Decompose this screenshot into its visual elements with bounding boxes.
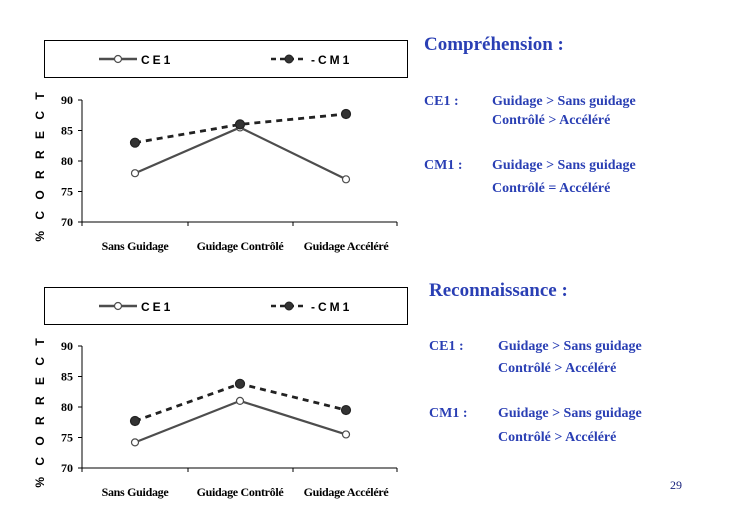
series-line-ce1 [134,399,347,444]
comprehension-ce1-label: CE1 : [424,94,459,109]
data-point-ce1 [341,430,351,439]
x-category-label: Guidage Contrôlé [197,239,285,253]
x-category-label: Sans Guidage [102,485,170,499]
comprehension-ce1-line1: Guidage > Sans guidage [492,94,636,109]
series-line-ce1 [134,126,347,181]
y-tick-label: 85 [61,370,73,384]
reconnaissance-ce1-line2: Contrôlé > Accéléré [498,361,617,376]
y-axis-label: % C O R R E C T [33,334,47,487]
y-axis-label: % C O R R E C T [33,88,47,241]
legend-cm1-label: -CM1 [311,300,352,314]
comprehension-ce1-line2: Contrôlé > Accéléré [492,113,611,128]
legend-ce1-label: CE1 [141,300,173,314]
legend-chart-1: CE1 -CM1 [44,40,408,78]
legend-ce1-marker [113,301,123,311]
y-tick-label: 70 [61,461,73,475]
legend-ce1-marker [113,54,123,64]
y-tick-label: 85 [61,124,73,138]
legend-cm1-label: -CM1 [311,53,352,67]
y-tick-label: 90 [61,93,73,107]
y-tick-label: 80 [61,400,73,414]
data-point-cm1 [129,137,141,148]
y-tick-label: 80 [61,154,73,168]
chart-reconnaissance: % C O R R E C T 70 75 80 85 90 Sans Guidage Gui… [33,334,398,499]
legend-ce1-label: CE1 [141,53,173,67]
x-category-label: Sans Guidage [102,239,170,253]
chart-comprehension: % C O R R E C T 70 75 80 85 90 Sans Guidage Gui… [33,88,398,253]
data-point-cm1 [234,119,246,130]
x-category-label: Guidage Accéléré [304,239,390,253]
series-line-cm1 [134,112,347,145]
x-category-label: Guidage Accéléré [304,485,390,499]
y-tick-label: 90 [61,339,73,353]
reconnaissance-title: Reconnaissance : [429,280,568,301]
data-point-ce1 [130,169,140,178]
reconnaissance-cm1-label: CM1 : [429,406,468,421]
y-tick-label: 70 [61,215,73,229]
data-point-cm1 [340,108,352,120]
comprehension-title: Compréhension : [424,34,564,55]
y-tick-label: 75 [61,431,73,445]
reconnaissance-cm1-line2: Contrôlé > Accéléré [498,430,617,445]
page-number: 29 [670,478,682,492]
legend-cm1-marker [284,54,294,64]
legend-cm1-marker [284,301,294,311]
comprehension-cm1-label: CM1 : [424,158,463,173]
data-point-cm1 [129,415,141,427]
data-point-ce1 [130,438,140,447]
comprehension-cm1-line1: Guidage > Sans guidage [492,158,636,173]
comprehension-cm1-line2: Contrôlé = Accéléré [492,181,611,196]
reconnaissance-cm1-line1: Guidage > Sans guidage [498,406,642,421]
y-tick-label: 75 [61,185,73,199]
x-category-label: Guidage Contrôlé [197,485,285,499]
reconnaissance-ce1-line1: Guidage > Sans guidage [498,339,642,354]
data-point-ce1 [235,396,245,406]
reconnaissance-ce1-label: CE1 : [429,339,464,354]
data-point-cm1 [340,404,352,416]
legend-chart-2-svg: CE1 -CM1 [99,300,352,314]
legend-chart-1-svg: CE1 -CM1 [99,53,352,67]
data-point-cm1 [234,378,246,389]
data-point-ce1 [341,175,351,184]
legend-chart-2: CE1 -CM1 [44,287,408,325]
